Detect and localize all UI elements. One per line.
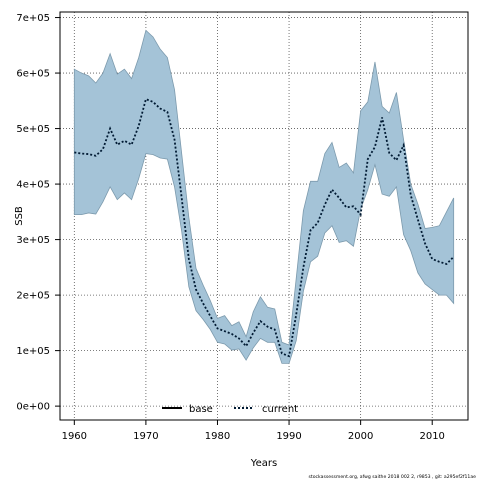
confidence-band-layer	[73, 29, 455, 364]
y-axis: 0e+00 1e+05 2e+05 3e+05 4e+05 5e+05 6e+05 7e+05	[16, 13, 60, 413]
series-line-current	[74, 97, 455, 358]
x-axis: 1960 1970 1980 1990 2000 2010	[62, 420, 445, 442]
legend-current-label: current	[262, 404, 298, 415]
x-tick-label: 1960	[62, 431, 87, 442]
footnote: stockassessment.org, afwg saithe 2018 00…	[309, 474, 477, 480]
x-tick-label: 1990	[276, 431, 301, 442]
x-tick-label: 2000	[348, 431, 373, 442]
legend-base-label: base	[189, 404, 213, 415]
confidence-band	[73, 29, 455, 364]
x-tick-label: 1970	[133, 431, 158, 442]
y-tick-label: 0e+00	[16, 402, 50, 413]
y-axis-title: SSB	[14, 206, 25, 226]
y-tick-label: 7e+05	[16, 13, 50, 24]
legend: base current	[162, 404, 298, 415]
series-line-layer	[74, 97, 455, 358]
x-tick-label: 1980	[205, 431, 230, 442]
y-tick-label: 2e+05	[16, 291, 50, 302]
y-tick-label: 1e+05	[16, 346, 50, 357]
x-axis-title: Years	[250, 458, 277, 469]
y-tick-label: 5e+05	[16, 124, 50, 135]
y-tick-label: 3e+05	[16, 235, 50, 246]
plot-frame	[59, 11, 469, 421]
y-tick-label: 6e+05	[16, 69, 50, 80]
x-tick-label: 2010	[419, 431, 444, 442]
y-tick-label: 4e+05	[16, 180, 50, 191]
